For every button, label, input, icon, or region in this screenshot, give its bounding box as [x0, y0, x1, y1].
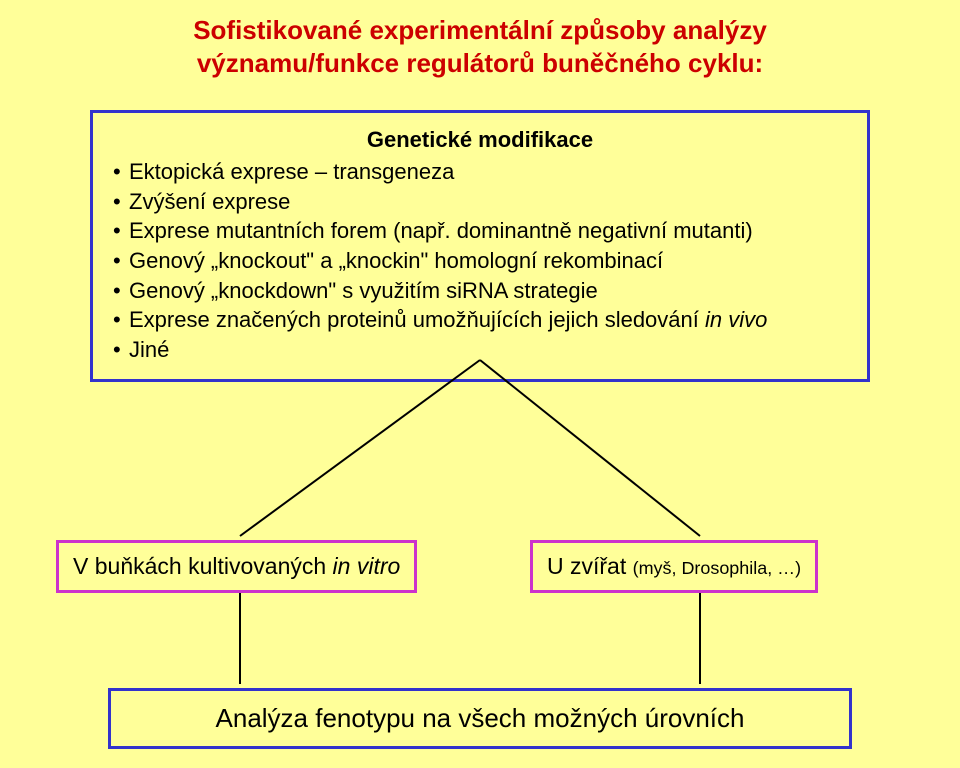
- connector-line: [480, 360, 700, 536]
- left-box: V buňkách kultivovaných in vitro: [56, 540, 417, 593]
- title-line-1: Sofistikované experimentální způsoby ana…: [0, 14, 960, 47]
- bottom-box-label: Analýza fenotypu na všech možných úrovní…: [216, 703, 745, 733]
- list-item: Genový „knockdown" s využitím siRNA stra…: [111, 276, 849, 306]
- right-box-label: U zvířat (myš, Drosophila, …): [547, 553, 801, 579]
- list-item: Ektopická exprese – transgeneza: [111, 157, 849, 187]
- list-item: Exprese značených proteinů umožňujících …: [111, 305, 849, 335]
- title-line-2: významu/funkce regulátorů buněčného cykl…: [0, 47, 960, 80]
- list-item: Genový „knockout" a „knockin" homologní …: [111, 246, 849, 276]
- main-box-list: Ektopická exprese – transgeneza Zvýšení …: [111, 157, 849, 365]
- left-box-label: V buňkách kultivovaných in vitro: [73, 553, 400, 579]
- main-box: Genetické modifikace Ektopická exprese –…: [90, 110, 870, 382]
- list-item: Jiné: [111, 335, 849, 365]
- list-item: Exprese mutantních forem (např. dominant…: [111, 216, 849, 246]
- bottom-box: Analýza fenotypu na všech možných úrovní…: [108, 688, 852, 749]
- right-box: U zvířat (myš, Drosophila, …): [530, 540, 818, 593]
- list-item: Zvýšení exprese: [111, 187, 849, 217]
- connector-line: [240, 360, 480, 536]
- page-title: Sofistikované experimentální způsoby ana…: [0, 0, 960, 79]
- main-box-subheader: Genetické modifikace: [111, 127, 849, 153]
